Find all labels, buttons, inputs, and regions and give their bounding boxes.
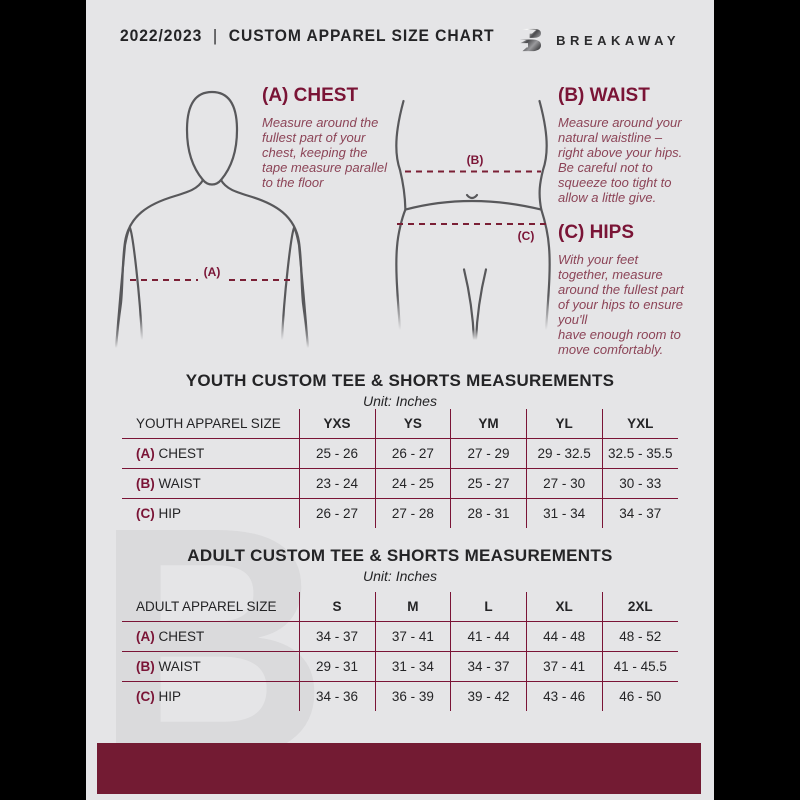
svg-text:(A): (A) [204, 265, 221, 279]
svg-text:(C): (C) [518, 229, 535, 243]
svg-text:(B): (B) [467, 153, 484, 167]
